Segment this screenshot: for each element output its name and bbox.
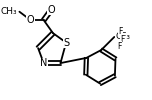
Text: S: S (63, 38, 69, 48)
Text: N: N (40, 58, 47, 68)
Text: O: O (47, 5, 55, 15)
Text: F: F (117, 42, 121, 51)
Text: CF₃: CF₃ (115, 32, 130, 41)
Text: O: O (27, 15, 35, 25)
Text: F: F (121, 35, 125, 44)
Text: CH₃: CH₃ (1, 7, 17, 16)
Text: F: F (119, 27, 123, 36)
